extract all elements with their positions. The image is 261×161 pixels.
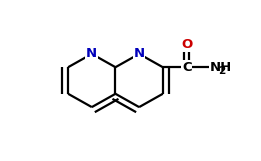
Text: 2: 2	[218, 66, 226, 76]
Text: O: O	[181, 38, 192, 51]
Text: NH: NH	[209, 61, 232, 74]
Text: C: C	[182, 61, 192, 74]
Text: N: N	[134, 47, 145, 60]
Text: N: N	[86, 47, 97, 60]
